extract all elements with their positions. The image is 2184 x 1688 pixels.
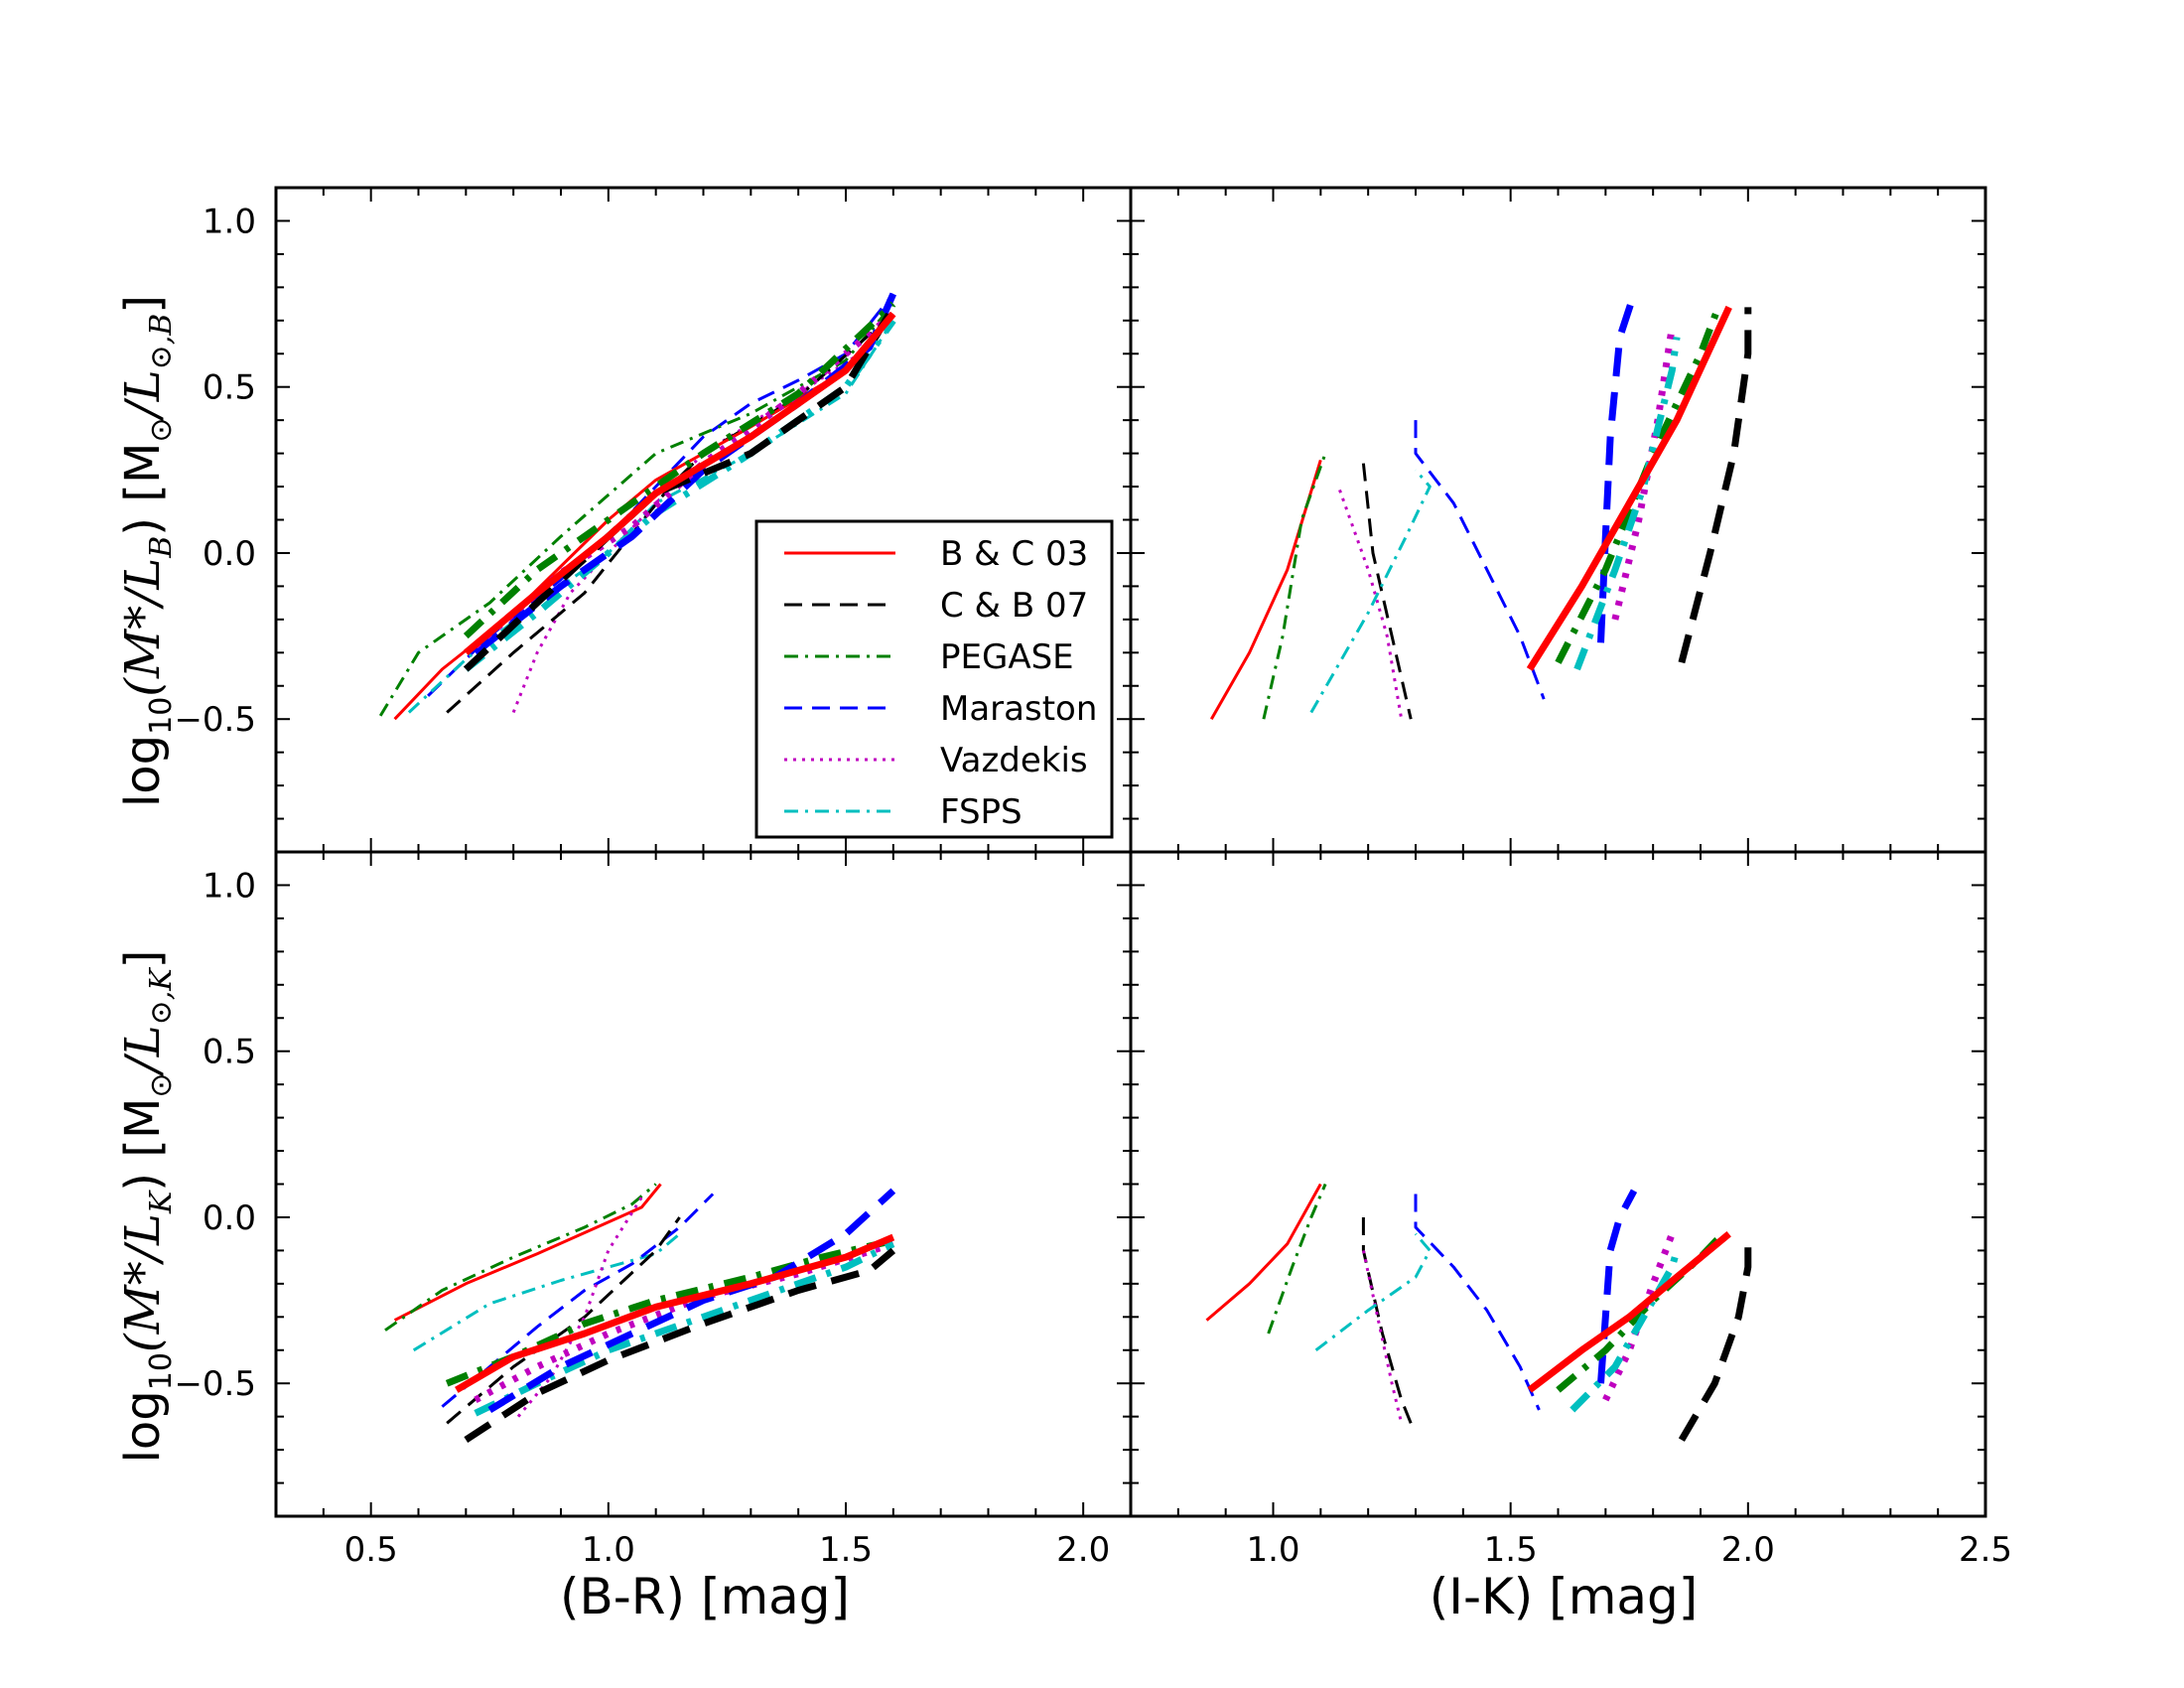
- y-tick-label: −0.5: [174, 700, 256, 740]
- series-line-fsps-thin: [1309, 469, 1432, 714]
- y-tick-label: 0.0: [203, 1198, 256, 1238]
- series-line-fsps-thick: [1570, 1249, 1681, 1413]
- x-tick-label: 1.5: [819, 1530, 873, 1570]
- x-tick-label: 2.0: [1721, 1530, 1775, 1570]
- y-axis-title-top: log10(M*/LB) [M⊙/L⊙,B]: [115, 295, 179, 807]
- series-line-b-c-03-thin: [1205, 1183, 1322, 1322]
- legend-label-maraston: Maraston: [940, 689, 1097, 729]
- series-line-b-c-03-thin: [1209, 459, 1322, 720]
- series-line-vazdekis-thick: [474, 1240, 894, 1403]
- series-line-maraston-thick: [487, 1188, 896, 1413]
- y-tick-label: 0.0: [203, 534, 256, 574]
- y-axis-title-bottom: log10(M*/LK) [M⊙/L⊙,K]: [115, 950, 179, 1464]
- panel-bottom-left: 0.5 1.0 1.5 2.0 −0.5 0.0 0.5 1.0: [174, 850, 1133, 1570]
- series-group: [384, 1183, 896, 1444]
- x-tick-label: 1.0: [582, 1530, 635, 1570]
- y-tick-label: −0.5: [174, 1364, 256, 1404]
- legend-label-pegase: PEGASE: [940, 637, 1074, 677]
- y-tick-label: 0.5: [203, 1033, 256, 1072]
- legend-label-c-b-07: C & B 07: [940, 586, 1088, 626]
- plot-frame: [274, 850, 1133, 1518]
- series-line-b-c-03-thick: [1526, 305, 1732, 671]
- series-line-pegase-thin: [384, 1183, 657, 1332]
- series-line-c-b-07-thick: [464, 1247, 896, 1444]
- series-line-c-b-07-thick: [1678, 1243, 1752, 1442]
- series-line-pegase-thick: [445, 1236, 894, 1387]
- series-group: [1205, 1183, 1752, 1442]
- x-tick-label: 1.5: [1484, 1530, 1538, 1570]
- series-line-c-b-07-thin: [1361, 463, 1413, 720]
- legend-label-vazdekis: Vazdekis: [940, 741, 1088, 780]
- series-line-b-c-03-thick: [464, 311, 896, 655]
- legend-label-fsps: FSPS: [940, 792, 1023, 832]
- y-tick-label: 1.0: [203, 866, 256, 906]
- series-line-c-b-07-thick: [463, 305, 896, 672]
- series-line-maraston-thin: [1414, 1194, 1541, 1411]
- panel-bottom-right: 1.0 1.5 2.0 2.5: [1129, 850, 2012, 1570]
- series-line-pegase-thin: [1262, 453, 1327, 720]
- series-line-b-c-03-thick: [455, 1233, 895, 1393]
- plot-frame: [1129, 186, 1987, 854]
- series-line-pegase-thin: [378, 303, 894, 717]
- y-tick-label: 0.5: [203, 368, 256, 408]
- series-group: [378, 292, 896, 721]
- legend-box: [754, 519, 1114, 839]
- series-line-fsps-thick: [1573, 337, 1681, 671]
- panels-layer: −0.50.00.51.00.5 1.0 1.5 2.0−0.50.00.51.01.…: [174, 186, 2012, 1570]
- x-tick-label: 2.5: [1959, 1530, 2012, 1570]
- series-line-fsps-thin: [1314, 1232, 1432, 1351]
- series-line-pegase-thick: [1555, 302, 1723, 664]
- series-line-c-b-07-thin: [446, 1216, 681, 1425]
- series-line-c-b-07-thin: [1361, 1217, 1413, 1424]
- series-line-vazdekis-thick: [473, 311, 896, 649]
- series-group: [1209, 292, 1752, 720]
- x-axis-title-right: (I-K) [mag]: [1430, 1568, 1699, 1625]
- x-tick-label: 1.0: [1246, 1530, 1299, 1570]
- x-axis-title-left: (B-R) [mag]: [560, 1568, 850, 1625]
- series-line-b-c-03-thick: [1527, 1231, 1731, 1393]
- legend: B & C 03 C & B 07 PEGASE Maraston Vazdekis FS…: [754, 519, 1114, 839]
- series-line-maraston-thin: [1414, 420, 1546, 700]
- x-tick-label: 2.0: [1056, 1530, 1110, 1570]
- series-line-b-c-03-thin: [393, 1183, 662, 1322]
- panel-top-right: [1129, 186, 1987, 854]
- series-line-c-b-07-thick: [1678, 307, 1752, 664]
- y-tick-label: 1.0: [203, 202, 256, 241]
- legend-label-b-c-03: B & C 03: [940, 534, 1088, 574]
- series-line-pegase-thin: [1267, 1183, 1327, 1335]
- plot-frame: [1129, 850, 1987, 1518]
- x-tick-label: 0.5: [344, 1530, 398, 1570]
- series-line-fsps-thin: [412, 1232, 681, 1352]
